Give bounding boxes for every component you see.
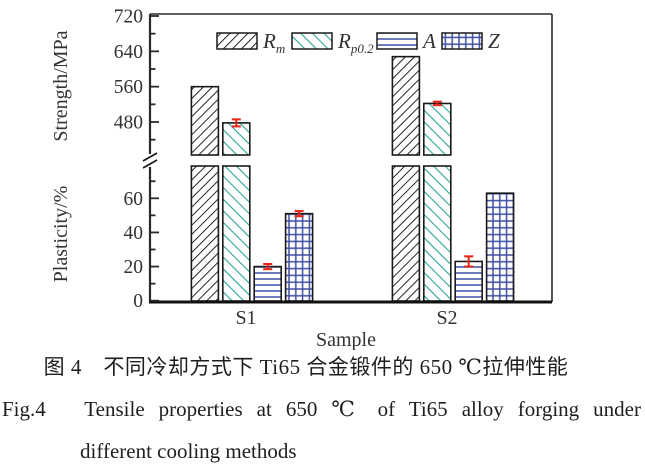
error-bar-S1-Rp0.2 <box>231 118 241 128</box>
legend-swatch-Z <box>441 32 483 50</box>
bar-S2-Z <box>485 192 515 302</box>
tick-label-40pct: 40 <box>124 223 144 244</box>
bar-S1-A <box>253 265 282 302</box>
bar-S2-Rp0.2-lower <box>422 165 452 302</box>
legend-item-A: A <box>376 29 436 53</box>
caption-english-line2: different cooling methods <box>80 439 297 463</box>
caption-english-line1: Fig.4 Tensile properties at 650 ℃ of Ti6… <box>2 397 641 421</box>
bar-S2-Rm-lower <box>391 165 421 302</box>
legend-swatch-Rp0.2 <box>291 32 333 50</box>
tick-label-720: 720 <box>114 7 143 28</box>
bar-S1-Rm-lower <box>190 165 220 302</box>
bar-S2-Rm <box>391 55 421 156</box>
legend-item-Rp0.2: Rp0.2 <box>291 29 374 56</box>
x-axis-label: Sample <box>316 329 376 350</box>
bar-S1-Z <box>284 212 314 302</box>
legend-label-A: A <box>421 29 436 53</box>
legend-label-Rp0.2: Rp0.2 <box>337 29 374 56</box>
category-label-S1: S1 <box>235 307 256 329</box>
tick-label-480: 480 <box>114 113 143 134</box>
tick-label-640: 640 <box>114 42 143 63</box>
category-label-S2: S2 <box>436 307 457 329</box>
tick-label-60pct: 60 <box>124 189 144 210</box>
y-axis-label-plasticity: Plasticity/% <box>50 186 72 283</box>
tensile-properties-bar-chart: 480 560 640 720 0 20 40 60 Strength/MPa Plasticit… <box>50 7 553 350</box>
error-bar-S1-A <box>263 263 273 271</box>
error-bar-S2-A <box>464 255 474 268</box>
error-bar-S2-Rp0.2 <box>432 100 442 107</box>
bar-S1-Rp0.2 <box>222 122 251 156</box>
legend-item-Z: Z <box>441 29 500 53</box>
caption-chinese: 图 4 不同冷却方式下 Ti65 合金锻件的 650 ℃拉伸性能 <box>43 355 569 379</box>
axis-break-icon <box>142 152 158 169</box>
error-bar-S1-Z <box>294 210 304 218</box>
legend-label-Z: Z <box>488 29 500 53</box>
bar-S2-Rp0.2 <box>422 102 452 156</box>
bar-S2-A <box>454 260 484 302</box>
bar-S1-Rp0.2-lower <box>222 165 251 302</box>
y-axis-label-strength: Strength/MPa <box>50 30 72 141</box>
bar-S1-Rm <box>190 85 220 156</box>
legend-label-Rm: Rm <box>262 29 285 56</box>
legend-item-Rm: Rm <box>216 29 285 56</box>
tick-label-560: 560 <box>114 77 143 98</box>
tick-label-0pct: 0 <box>133 291 143 312</box>
chart-svg: 480 560 640 720 0 20 40 60 Strength/MPa Plasticit… <box>50 7 553 350</box>
tick-label-20pct: 20 <box>124 257 144 278</box>
legend-swatch-Rm <box>216 32 258 50</box>
legend-swatch-A <box>376 32 418 50</box>
